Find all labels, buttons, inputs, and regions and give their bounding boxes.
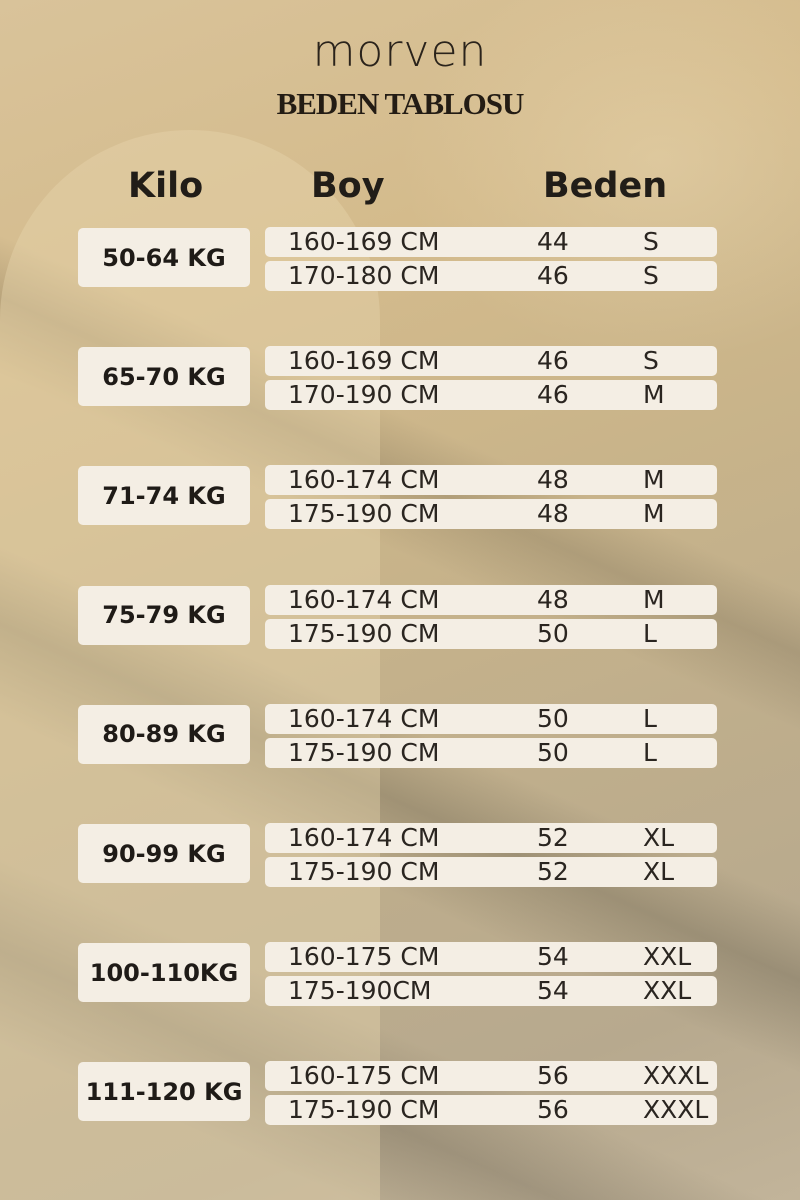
brand-logo: morven: [312, 26, 488, 77]
height-range: 175-190 CM: [288, 618, 440, 648]
size-number: 54: [537, 976, 569, 1006]
weight-range-label: 111-120 KG: [78, 1062, 250, 1122]
weight-range-label: 90-99 KG: [78, 824, 250, 883]
size-row: 160-174 CM 48 M: [265, 584, 717, 615]
height-range: 170-190 CM: [288, 380, 440, 410]
size-letter: L: [643, 737, 657, 767]
size-number: 48: [537, 584, 569, 614]
height-range: 160-175 CM: [288, 942, 440, 972]
size-letter: L: [643, 618, 657, 648]
size-letter: M: [643, 499, 665, 529]
size-row: 175-190 CM 56 XXXL: [265, 1095, 717, 1126]
size-number: 44: [537, 227, 569, 256]
height-range: 175-190 CM: [288, 1095, 440, 1125]
weight-range-label: 50-64 KG: [78, 228, 250, 287]
size-letter: S: [643, 346, 659, 376]
size-row: 160-169 CM 46 S: [265, 346, 717, 377]
size-number: 54: [537, 942, 569, 972]
size-number: 48: [537, 499, 569, 529]
weight-range-label: 65-70 KG: [78, 347, 250, 407]
size-row: 160-174 CM 50 L: [265, 703, 717, 734]
size-number: 46: [537, 346, 569, 376]
size-row: 170-190 CM 46 M: [265, 380, 717, 411]
height-range: 160-174 CM: [288, 465, 440, 495]
size-row: 175-190 CM 50 L: [265, 618, 717, 649]
weight-range-label: 100-110KG: [78, 943, 250, 1003]
header-boy: Boy: [311, 166, 385, 206]
size-number: 50: [537, 618, 569, 648]
height-range: 170-180 CM: [288, 261, 440, 290]
size-number: 46: [537, 380, 569, 410]
size-letter: L: [643, 703, 657, 733]
size-number: 56: [537, 1095, 569, 1125]
size-letter: XL: [643, 857, 675, 886]
height-range: 175-190CM: [288, 976, 432, 1006]
page-title: BEDEN TABLOSU: [276, 86, 525, 121]
height-range: 175-190 CM: [288, 737, 440, 767]
size-number: 46: [537, 261, 569, 290]
weight-range-label: 75-79 KG: [78, 585, 250, 645]
header-kilo: Kilo: [128, 166, 204, 206]
size-row: 160-174 CM 48 M: [265, 465, 717, 496]
size-number: 52: [537, 857, 569, 886]
size-number: 56: [537, 1061, 569, 1091]
height-range: 160-169 CM: [288, 227, 440, 256]
size-row: 170-180 CM 46 S: [265, 261, 717, 291]
size-row: 160-175 CM 56 XXXL: [265, 1061, 717, 1092]
height-range: 175-190 CM: [288, 499, 440, 529]
size-letter: XXL: [643, 976, 692, 1006]
size-letter: XXXL: [643, 1095, 709, 1125]
header-beden: Beden: [543, 166, 668, 206]
weight-range-label: 71-74 KG: [78, 466, 250, 526]
size-letter: S: [643, 227, 659, 256]
size-letter: M: [643, 584, 665, 614]
size-letter: XXXL: [643, 1061, 709, 1091]
height-range: 160-169 CM: [288, 346, 440, 376]
height-range: 160-174 CM: [288, 584, 440, 614]
height-range: 160-174 CM: [288, 703, 440, 733]
size-letter: XL: [643, 823, 675, 852]
weight-range-label: 80-89 KG: [78, 704, 250, 764]
size-letter: M: [643, 380, 665, 410]
size-number: 50: [537, 737, 569, 767]
height-range: 160-175 CM: [288, 1061, 440, 1091]
size-row: 160-169 CM 44 S: [265, 227, 717, 257]
size-number: 50: [537, 703, 569, 733]
size-row: 175-190 CM 48 M: [265, 499, 717, 530]
size-row: 175-190 CM 52 XL: [265, 857, 717, 887]
size-letter: S: [643, 261, 659, 290]
height-range: 160-174 CM: [288, 823, 440, 852]
height-range: 175-190 CM: [288, 857, 440, 886]
size-row: 175-190CM 54 XXL: [265, 976, 717, 1007]
size-row: 160-175 CM 54 XXL: [265, 942, 717, 973]
size-letter: M: [643, 465, 665, 495]
size-row: 160-174 CM 52 XL: [265, 823, 717, 853]
size-number: 52: [537, 823, 569, 852]
size-number: 48: [537, 465, 569, 495]
size-letter: XXL: [643, 942, 692, 972]
size-row: 175-190 CM 50 L: [265, 737, 717, 768]
